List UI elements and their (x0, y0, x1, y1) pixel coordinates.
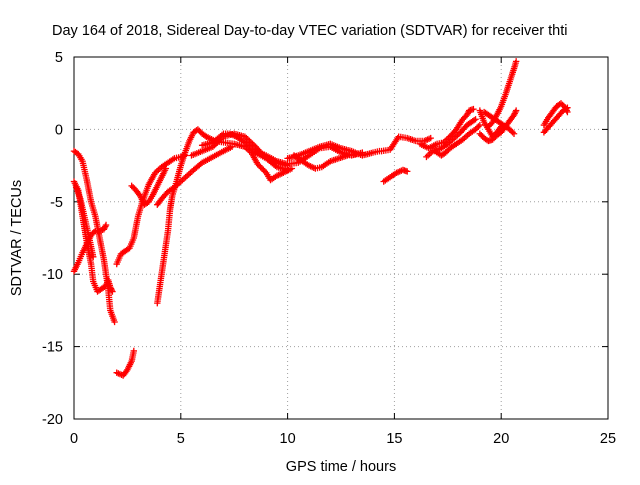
data-point (89, 230, 96, 237)
y-axis-label: SDTVAR / TECUs (9, 180, 25, 296)
data-point (249, 140, 256, 148)
data-point (475, 123, 482, 130)
y-tick-label: -20 (42, 412, 63, 428)
data-point (510, 111, 518, 119)
data-point (101, 224, 108, 232)
data-point (476, 121, 484, 129)
data-point (498, 123, 505, 130)
data-point (443, 147, 451, 155)
x-axis-label: GPS time / hours (286, 459, 396, 475)
data-point (255, 162, 263, 169)
data-point (512, 58, 520, 65)
data-point (108, 286, 115, 294)
y-tick-label: -15 (42, 340, 63, 356)
data-point (510, 130, 518, 137)
data-point (470, 105, 477, 113)
data-point (111, 318, 118, 326)
data-point (130, 347, 138, 355)
y-tick-label: 0 (55, 122, 63, 138)
data-point (512, 108, 519, 116)
data-point (90, 229, 98, 236)
data-point (562, 105, 570, 112)
data-point (476, 130, 484, 137)
data-point (102, 223, 109, 230)
data-point (196, 127, 203, 135)
data-point (464, 110, 471, 117)
grid-lines (74, 57, 608, 419)
data-point (109, 288, 116, 295)
data-point (352, 150, 360, 158)
y-tick-label: 5 (55, 50, 63, 66)
data-point (162, 165, 170, 172)
x-tick-label: 25 (600, 431, 616, 447)
data-point (260, 166, 267, 174)
y-tick-label: -10 (42, 267, 63, 283)
data-point (463, 111, 471, 119)
data-point (489, 133, 496, 140)
data-point (470, 117, 478, 124)
data-point (509, 129, 516, 136)
data-point (512, 107, 520, 114)
data-point (129, 184, 137, 191)
data-point (473, 124, 481, 132)
data-point (261, 168, 269, 175)
x-tick-label: 10 (280, 431, 296, 447)
data-point (442, 149, 449, 156)
data-point (564, 104, 571, 111)
data-point (490, 131, 498, 139)
data-point (90, 253, 97, 261)
data-point (107, 284, 114, 291)
data-point (557, 100, 565, 107)
data-point (488, 120, 495, 127)
data-point (100, 226, 108, 233)
data-point (246, 137, 253, 145)
data-point (107, 285, 115, 292)
x-tick-label: 15 (386, 431, 402, 447)
plot-border (73, 56, 609, 420)
x-tick-label: 20 (493, 431, 509, 447)
data-point (506, 126, 513, 133)
data-point (194, 126, 202, 133)
data-point (472, 126, 479, 133)
axis-ticks: 0 5 10 15 20 25 -20 -15 -10 -5 0 5 (42, 50, 616, 447)
x-tick-label: 0 (70, 431, 78, 447)
data-point (496, 124, 504, 132)
data-point (247, 139, 255, 146)
x-tick-label: 5 (177, 431, 185, 447)
data-point (254, 160, 261, 168)
data-point (404, 168, 411, 175)
data-point (258, 165, 266, 172)
data-point (511, 110, 518, 117)
data-point (128, 182, 135, 190)
data-point (427, 134, 434, 142)
data-point (102, 221, 110, 229)
data-points (70, 58, 571, 379)
data-point (197, 160, 204, 168)
data-point (507, 127, 515, 135)
data-point (559, 101, 566, 108)
data-point (459, 116, 466, 123)
data-point (257, 163, 264, 171)
data-point (460, 114, 468, 122)
data-point (478, 131, 485, 139)
y-tick-label: -5 (50, 195, 63, 211)
data-point (472, 116, 479, 123)
chart-title: Day 164 of 2018, Sidereal Day-to-day VTE… (52, 23, 568, 39)
